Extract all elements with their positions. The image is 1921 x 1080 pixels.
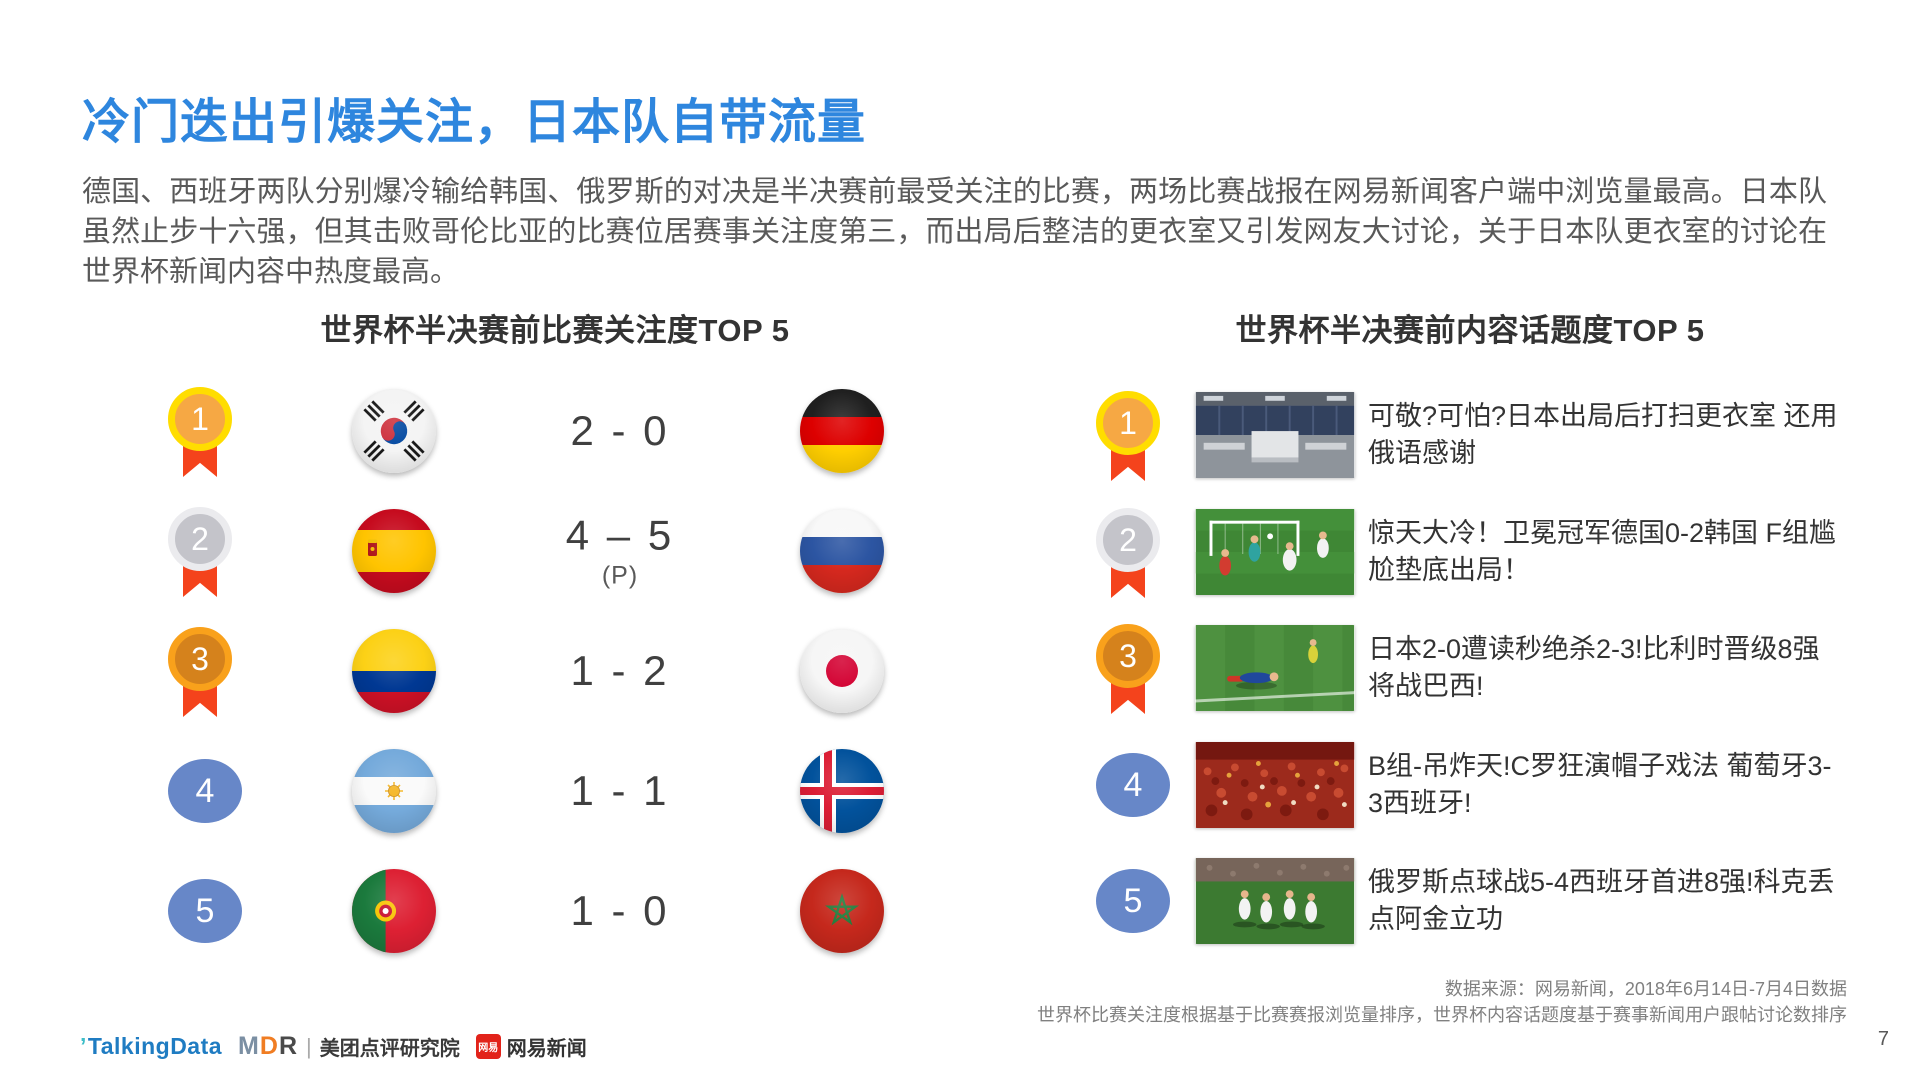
news-headline: 俄罗斯点球战5-4西班牙首进8强!科克丢点阿金立功 [1368,867,1835,934]
rank-5-badge: 5 [168,879,242,943]
rank-number: 3 [1096,624,1160,688]
rank-4-badge: 4 [168,759,242,823]
match-score: 1 - 2 [570,647,670,694]
gold-medal-icon: 1 [168,387,232,483]
page-number: 7 [1877,1028,1889,1050]
flag-iceland-icon [800,749,884,833]
japan-belgium-pitch-photo [1195,625,1355,711]
flag-spain-icon [352,509,436,593]
gold-medal-icon: 1 [1096,391,1160,487]
rank-5-badge: 5 [1096,869,1170,933]
meituan-dianping-institute-logo: MDR | 美团点评研究院 [238,1032,460,1061]
flag-germany-icon [800,389,884,473]
news-item-4: 4 B组-吊炸天!C罗狂演帽子戏法 葡萄牙3-3西班牙! [1090,741,1850,829]
news-headline: 惊天大冷！卫冕冠军德国0-2韩国 F组尴尬垫底出局！ [1368,518,1837,585]
match-score: 1 - 0 [570,887,670,934]
footer-logos: ’TalkingData MDR | 美团点评研究院 网易 网易新闻 [80,1032,587,1061]
page-title: 冷门迭出引爆关注，日本队自带流量 [82,96,867,149]
flag-argentina-icon [352,749,436,833]
data-source-note: 数据来源：网易新闻，2018年6月14日-7月4日数据 世界杯比赛关注度根据基于… [1037,976,1847,1028]
intro-paragraph: 德国、西班牙两队分别爆冷输给韩国、俄罗斯的对决是半决赛前最受关注的比赛，两场比赛… [82,176,1827,288]
germany-korea-goalmouth-photo [1195,509,1355,595]
match-score: 1 - 1 [570,767,670,814]
mdr-icon: MDR [238,1032,298,1060]
source-line-2: 世界杯比赛关注度根据基于比赛赛报浏览量排序，世界杯内容话题度基于赛事新闻用户跟帖… [1037,1005,1847,1025]
japan-locker-room-photo [1195,392,1355,478]
bronze-medal-icon: 3 [168,627,232,723]
netease-badge-icon: 网易 [475,1034,501,1059]
netease-news-label: 网易新闻 [506,1038,587,1060]
news-headline: 日本2-0遭读秒绝杀2-3!比利时晋级8强将战巴西! [1368,634,1820,701]
match-score: 2 - 0 [570,407,670,454]
flag-colombia-icon [352,629,436,713]
flag-morocco-icon [800,869,884,953]
rank-number: 2 [168,507,232,571]
right-panel-header: 世界杯半决赛前内容话题度TOP 5 [1235,313,1705,348]
rank-number: 1 [1096,391,1160,455]
flag-japan-icon [800,629,884,713]
netease-news-logo: 网易 网易新闻 [475,1032,587,1061]
news-headline: 可敬?可怕?日本出局后打扫更衣室 还用俄语感谢 [1368,401,1838,468]
match-row-5: 5 1 - 0 [130,856,1030,966]
flag-south-korea-icon [352,389,436,473]
talkingdata-tick-icon: ’ [80,1033,87,1059]
match-row-3: 3 1 - 2 [130,616,1030,726]
match-row-1: 1 2 - 0 [130,376,1030,486]
rank-number: 2 [1096,508,1160,572]
rank-4-badge: 4 [1096,753,1170,817]
talkingdata-logo: ’TalkingData [80,1033,223,1059]
bronze-medal-icon: 3 [1096,624,1160,720]
flag-russia-icon [800,509,884,593]
penalty-note: (P) [601,561,639,590]
russia-celebration-photo [1195,858,1355,944]
news-item-3: 3 日本2-0遭读秒绝杀2-3!比利时晋级8强将战巴西! [1090,624,1850,714]
match-row-2: 2 4 – 5 (P) [130,496,1030,606]
news-item-5: 5 俄罗斯点球战5-4西班牙首进8强!科克丢点阿金立功 [1090,857,1850,945]
news-item-2: 2 惊天大冷！卫冕冠军德国0-2韩国 F组尴尬垫底出局！ [1090,508,1850,598]
silver-medal-icon: 2 [168,507,232,603]
match-row-4: 4 1 - 1 [130,736,1030,846]
logo-divider: | [306,1033,312,1059]
rank-number: 3 [168,627,232,691]
silver-medal-icon: 2 [1096,508,1160,604]
rank-number: 1 [168,387,232,451]
left-panel-header: 世界杯半决赛前比赛关注度TOP 5 [320,313,790,348]
portugal-spain-fans-photo [1195,742,1355,828]
news-headline: B组-吊炸天!C罗狂演帽子戏法 葡萄牙3-3西班牙! [1368,751,1832,818]
source-line-1: 数据来源：网易新闻，2018年6月14日-7月4日数据 [1444,979,1847,999]
match-score: 4 – 5 [565,511,675,559]
meituan-institute-label: 美团点评研究院 [319,1038,460,1060]
flag-portugal-icon [352,869,436,953]
news-item-1: 1 可敬?可怕?日本出局后打扫更衣室 还用俄语感谢 [1090,391,1850,481]
